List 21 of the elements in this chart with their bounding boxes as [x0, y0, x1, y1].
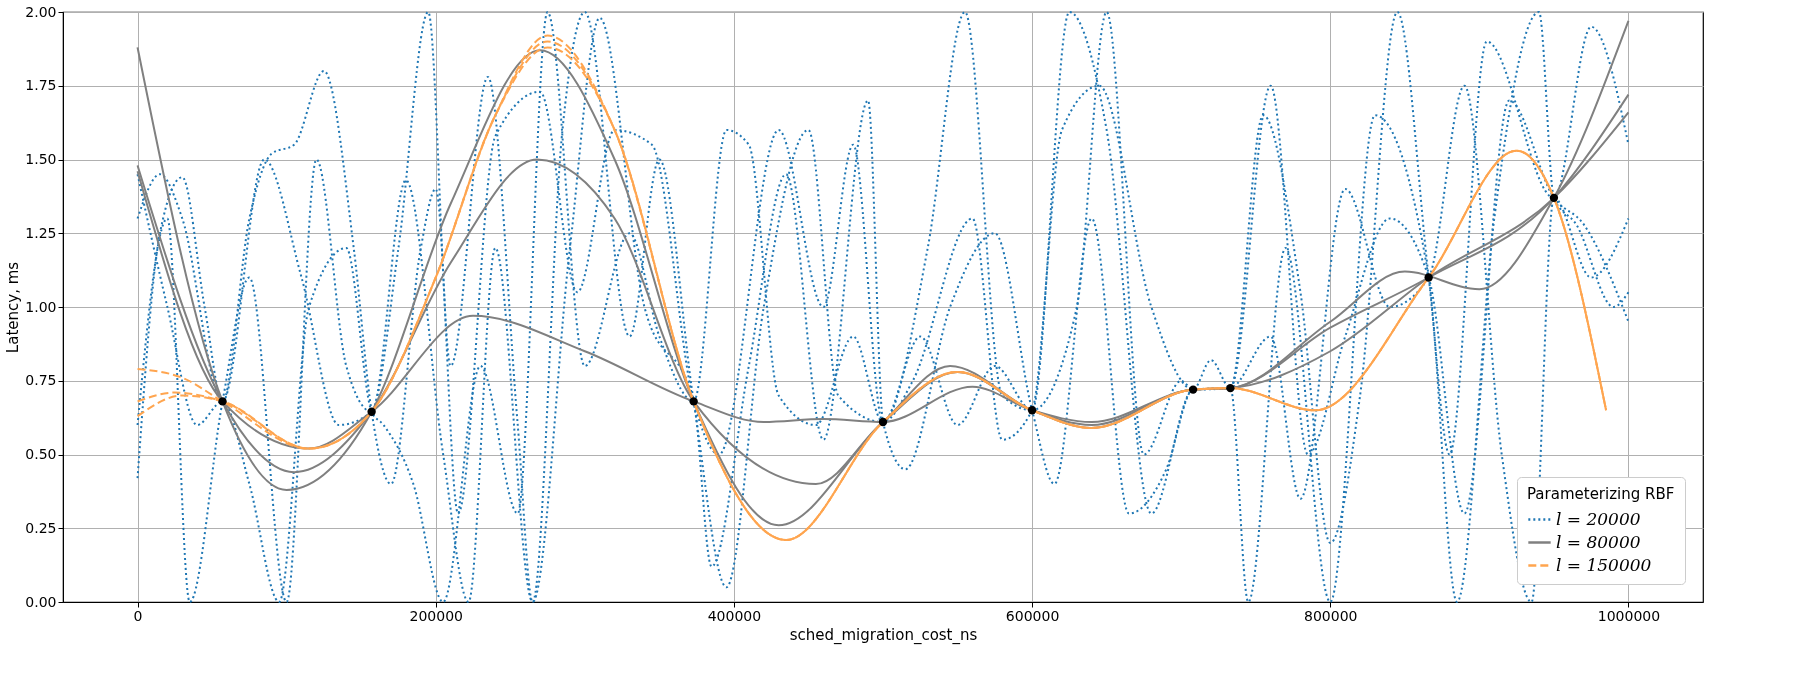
y-tick-label: 1.00: [25, 298, 57, 315]
x-tick-label: 800000: [1304, 607, 1358, 624]
y-tick-label: 0.25: [25, 519, 57, 536]
y-axis-title: Latency, ms: [4, 261, 23, 354]
x-axis-title: sched_migration_cost_ns: [789, 625, 978, 645]
x-tick-label: 400000: [707, 607, 762, 624]
legend-label: l = 80000: [1556, 531, 1641, 552]
y-tick-label: 0.00: [25, 593, 57, 610]
x-tick-label: 1000000: [1597, 607, 1661, 624]
x-tick-label: 600000: [1005, 607, 1060, 624]
y-tick-label: 1.75: [25, 77, 57, 94]
y-tick-label: 0.50: [25, 446, 57, 462]
x-tick-label: 0: [133, 607, 143, 624]
legend-title: Parameterizing RBF: [1527, 485, 1675, 503]
y-tick-label: 1.25: [25, 224, 57, 241]
legend-label: l = 150000: [1556, 554, 1652, 575]
y-tick-label: 0.75: [25, 372, 57, 389]
legend-label: l = 20000: [1556, 508, 1641, 529]
y-tick-label: 1.50: [25, 151, 57, 167]
x-tick-label: 200000: [409, 607, 463, 624]
y-tick-label: 2.00: [25, 3, 57, 20]
